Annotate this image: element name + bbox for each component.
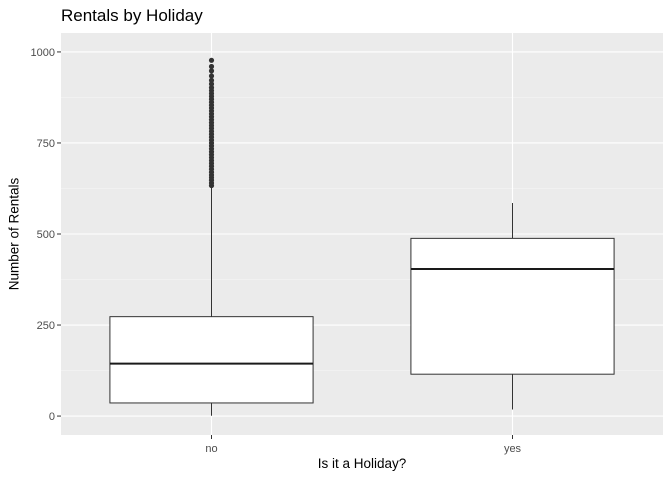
- x-tick-label: yes: [504, 443, 522, 455]
- y-tick-label: 750: [37, 138, 55, 150]
- outlier-point: [208, 57, 215, 63]
- y-tick-label: 250: [37, 320, 55, 332]
- box-yes: [410, 237, 615, 375]
- chart-title: Rentals by Holiday: [61, 6, 203, 25]
- x-tick-label: no: [205, 443, 217, 455]
- x-axis-title: Is it a Holiday?: [317, 456, 407, 471]
- outlier-point: [208, 68, 215, 74]
- outlier-point: [208, 85, 215, 91]
- outlier-point: [208, 77, 215, 83]
- box-no: [109, 316, 314, 404]
- y-axis-title: Number of Rentals: [6, 177, 22, 291]
- y-tick-label: 1000: [31, 47, 55, 59]
- outlier-point: [208, 73, 215, 79]
- y-tick-label: 500: [37, 229, 55, 241]
- outlier-point: [208, 81, 215, 87]
- y-tick-label: 0: [49, 411, 55, 423]
- outlier-point: [208, 63, 215, 70]
